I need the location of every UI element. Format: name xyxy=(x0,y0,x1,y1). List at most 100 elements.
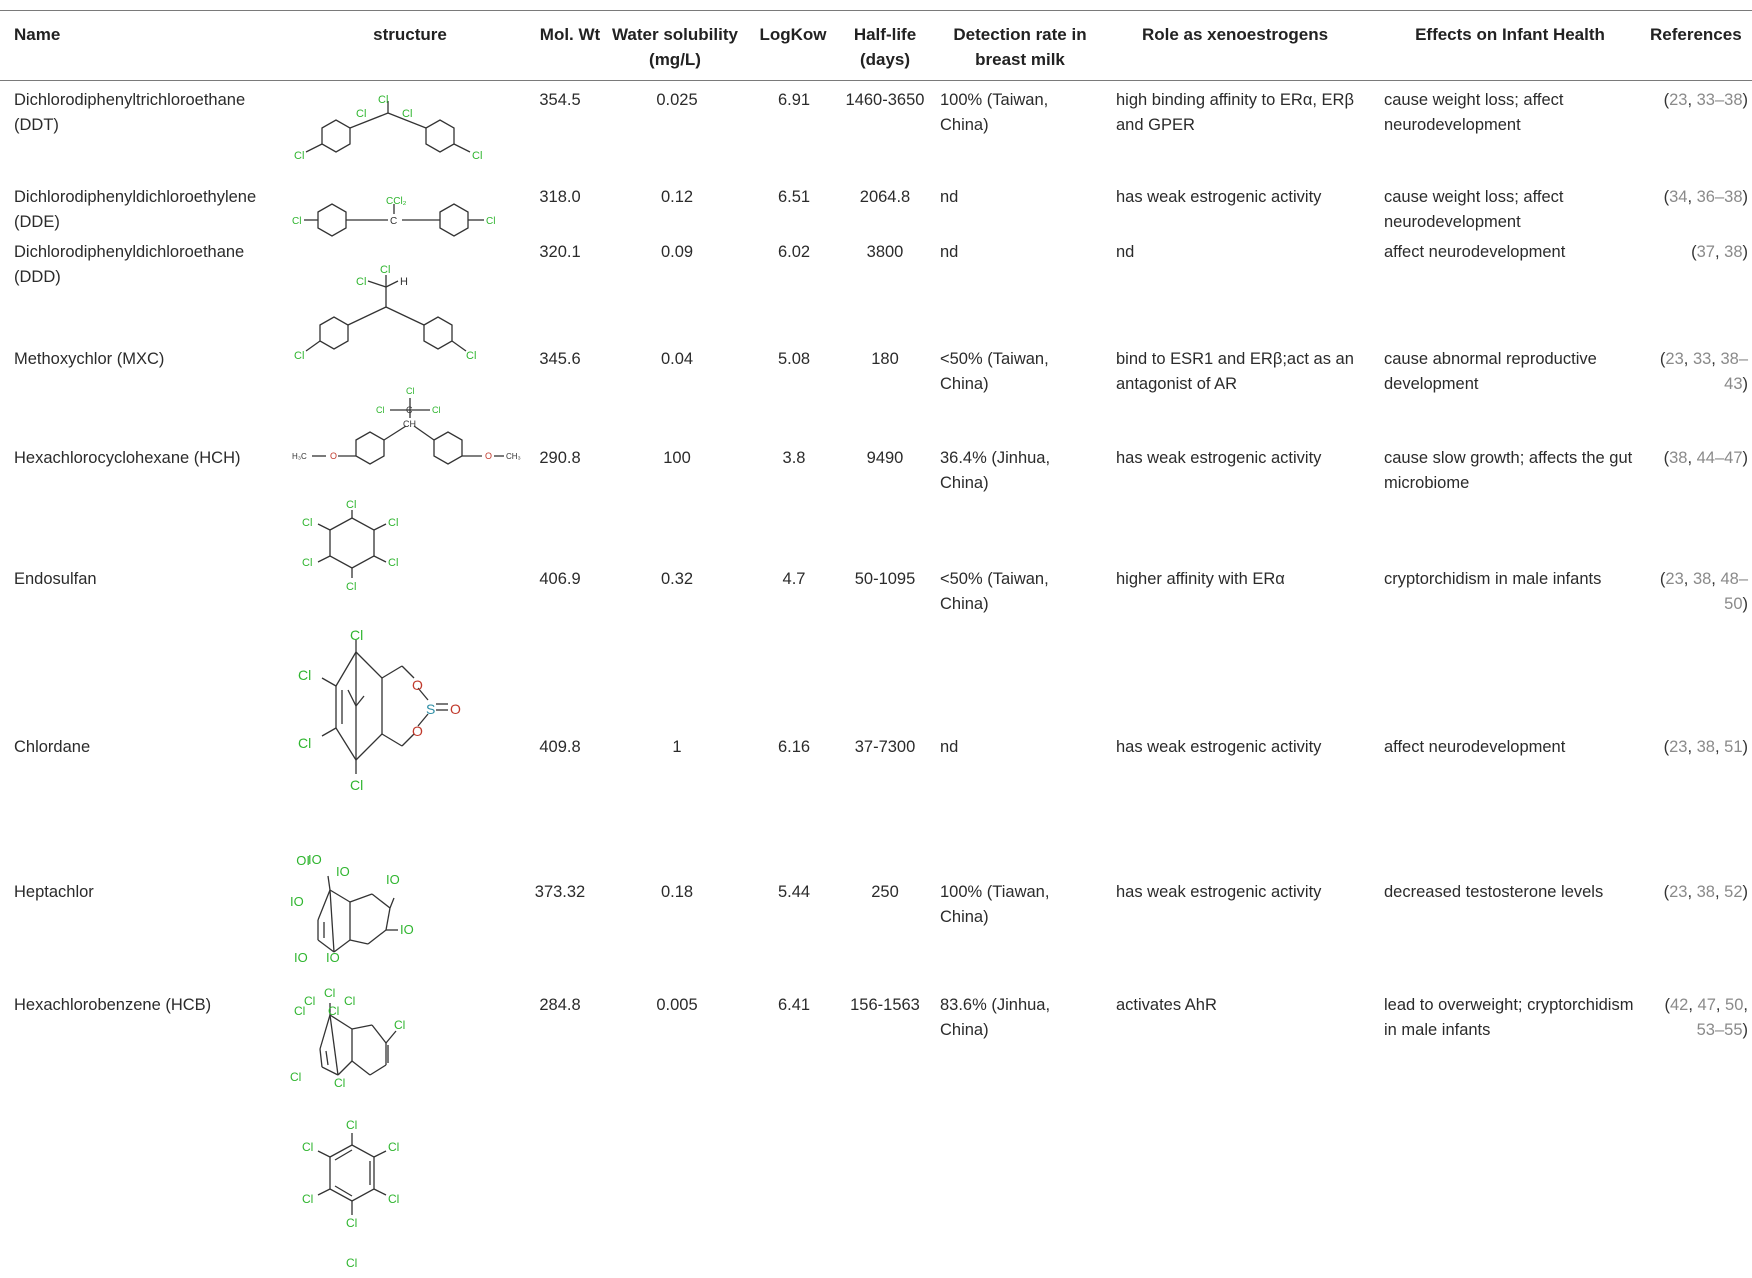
cell-det: nd xyxy=(940,188,959,206)
cell-role: nd xyxy=(1116,243,1135,261)
table-header-rule xyxy=(0,80,1752,81)
reference-link[interactable]: 53–55 xyxy=(1696,1021,1743,1039)
table-top-rule xyxy=(0,10,1752,11)
reference-link[interactable]: 51 xyxy=(1724,738,1743,756)
ref-paren-close: ) xyxy=(1742,243,1749,261)
ref-paren-open: ( xyxy=(1664,996,1670,1014)
reference-link[interactable]: 23 xyxy=(1665,570,1684,588)
cell-effects: affect neurodevelopment xyxy=(1384,243,1566,261)
cell-logkow: 6.91 xyxy=(777,91,811,109)
cell-name: Hexachlorocyclohexane (HCH) xyxy=(14,449,241,467)
reference-link[interactable]: 23 xyxy=(1669,91,1688,109)
atom-cl: Cl xyxy=(376,405,385,415)
reference-link[interactable]: 38 xyxy=(1696,738,1715,756)
atom-cl: Cl xyxy=(298,735,311,751)
reference-link[interactable]: 44–47 xyxy=(1696,449,1743,467)
atom-cl: Cl xyxy=(302,517,312,529)
cell-references: (38, 44–47) xyxy=(1663,449,1748,467)
cell-half: 156-1563 xyxy=(850,996,920,1014)
ref-paren-close: ) xyxy=(1742,595,1749,613)
cell-effects: cause weight loss; affect neurodevelopme… xyxy=(1384,91,1564,134)
cell-role: has weak estrogenic activity xyxy=(1116,449,1322,467)
cell-role: high binding affinity to ERα, ERβ and GP… xyxy=(1116,91,1354,134)
atom-cl: IO xyxy=(386,872,400,887)
ref-paren-open: ( xyxy=(1659,350,1666,368)
atom-cl: Cl xyxy=(346,1118,357,1132)
cell-effects: affect neurodevelopment xyxy=(1384,738,1566,756)
reference-link[interactable]: 38–43 xyxy=(1720,350,1748,393)
atom-cl: Cl xyxy=(292,216,301,227)
ref-paren-open: ( xyxy=(1659,570,1666,588)
reference-link[interactable]: 38 xyxy=(1692,570,1712,588)
cell-sol: 0.005 xyxy=(656,996,698,1014)
reference-link[interactable]: 42 xyxy=(1669,996,1689,1014)
reference-link[interactable]: 47 xyxy=(1697,996,1716,1014)
atom-cl: Cl xyxy=(350,627,363,643)
reference-link[interactable]: 23 xyxy=(1665,350,1684,368)
atom-cl: IO xyxy=(400,922,414,937)
atom-cl: Cl xyxy=(346,499,356,511)
cell-mw: 320.1 xyxy=(539,243,581,261)
cell-half: 9490 xyxy=(866,449,904,467)
reference-link[interactable]: 50 xyxy=(1725,996,1744,1014)
reference-link[interactable]: 38 xyxy=(1669,449,1688,467)
reference-link[interactable]: 36–38 xyxy=(1696,188,1743,206)
reference-link[interactable]: 37 xyxy=(1696,243,1715,261)
ref-paren-close: ) xyxy=(1742,188,1749,206)
header-mol-wt: Mol. Wt xyxy=(539,25,601,44)
atom-cl: Cl xyxy=(344,994,355,1008)
atom-h: H xyxy=(400,276,408,288)
cell-sol: 0.32 xyxy=(660,570,694,588)
cell-mw: 345.6 xyxy=(539,350,581,368)
cell-sol: 0.025 xyxy=(656,91,698,109)
atom-cl: Cl xyxy=(294,350,304,362)
ref-paren-open: ( xyxy=(1663,91,1670,109)
reference-link[interactable]: 33 xyxy=(1692,350,1712,368)
atom-cl: Cl xyxy=(328,1004,339,1018)
atom-ccl2: CCl₂ xyxy=(386,196,407,207)
header-role: Role as xenoestrogens xyxy=(1141,25,1329,44)
atom-o: O xyxy=(450,701,461,717)
atom-cl: Cl xyxy=(486,216,495,227)
reference-link[interactable]: 38 xyxy=(1696,883,1715,901)
cell-det: <50% (Taiwan, China) xyxy=(940,350,1049,393)
cell-role: has weak estrogenic activity xyxy=(1116,188,1322,206)
cell-logkow: 3.8 xyxy=(782,449,806,467)
cell-mw: 373.32 xyxy=(534,883,586,901)
structure-heptachlor: Cl Cl Cl Cl Cl Cl Cl Cl xyxy=(290,986,405,1090)
cell-det: 36.4% (Jinhua, China) xyxy=(940,449,1051,492)
atom-h3c: H₃C xyxy=(292,452,307,461)
reference-link[interactable]: 33–38 xyxy=(1696,91,1743,109)
cell-references: (23, 38, 52) xyxy=(1663,883,1748,901)
cell-half: 3800 xyxy=(866,243,904,261)
reference-link[interactable]: 48–50 xyxy=(1720,570,1748,613)
structure-mxc: Cl Cl Cl C CH O O H₃C CH₃ xyxy=(292,386,521,465)
cell-mw: 284.8 xyxy=(539,996,581,1014)
atom-cl: IO xyxy=(290,894,304,909)
atom-ch3: CH₃ xyxy=(506,452,521,461)
atom-cl: IO xyxy=(294,950,308,965)
reference-link[interactable]: 23 xyxy=(1669,738,1688,756)
cell-half: 250 xyxy=(871,883,899,901)
cell-references: (23, 38, 48–50) xyxy=(1659,570,1749,613)
reference-link[interactable]: 23 xyxy=(1669,883,1688,901)
structure-hcb: Cl Cl Cl Cl Cl Cl Cl xyxy=(302,1118,399,1270)
atom-cl: Cl xyxy=(388,557,398,569)
structure-ddd: Cl Cl H Cl Cl xyxy=(294,264,476,362)
cell-mw: 290.8 xyxy=(539,449,581,467)
cell-effects: cause slow growth; affects the gut micro… xyxy=(1384,449,1633,492)
atom-cl: Cl xyxy=(350,777,363,793)
header-detection-rate: Detection rate in breast milk xyxy=(953,25,1087,69)
reference-link[interactable]: 52 xyxy=(1724,883,1743,901)
reference-link[interactable]: 38 xyxy=(1724,243,1743,261)
atom-cl: Cl xyxy=(406,386,415,396)
atom-cl: Cl xyxy=(432,405,441,415)
reference-link[interactable]: 34 xyxy=(1669,188,1688,206)
cell-references: (42, 47, 50, 53–55) xyxy=(1664,996,1748,1039)
cell-role: has weak estrogenic activity xyxy=(1116,883,1322,901)
cell-logkow: 6.51 xyxy=(777,188,811,206)
atom-cl: Cl xyxy=(402,108,412,120)
atom-cl: Cl xyxy=(302,1192,313,1206)
cell-name: Methoxychlor (MXC) xyxy=(14,350,165,368)
